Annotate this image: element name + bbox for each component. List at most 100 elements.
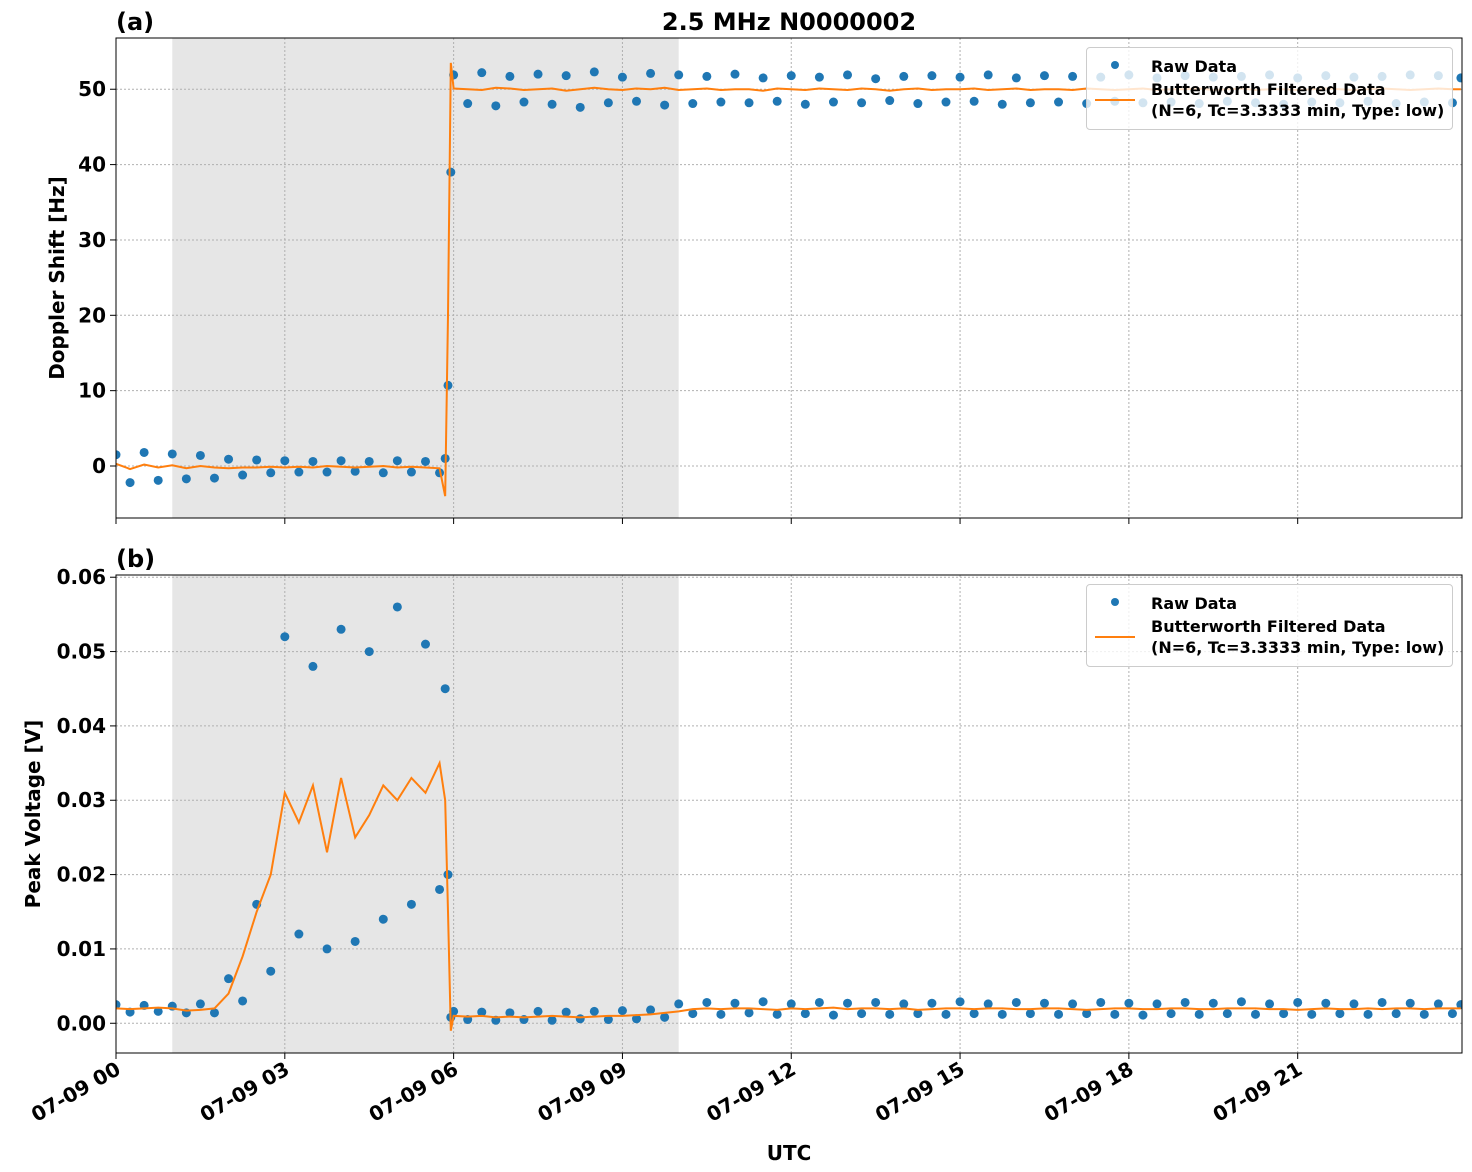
raw-point <box>336 456 346 466</box>
raw-point <box>420 456 430 466</box>
raw-point <box>266 966 276 976</box>
raw-point <box>758 73 768 83</box>
legend-label: Butterworth Filtered Data (N=6, Tc=3.333… <box>1151 617 1445 657</box>
raw-point <box>772 96 782 106</box>
raw-point <box>603 1015 613 1025</box>
raw-point <box>1166 1009 1176 1019</box>
legend-entry: Butterworth Filtered Data (N=6, Tc=3.333… <box>1095 79 1444 121</box>
raw-point <box>1011 997 1021 1007</box>
raw-point <box>1124 998 1134 1008</box>
raw-point <box>1349 999 1359 1009</box>
raw-point <box>1236 997 1246 1007</box>
raw-point <box>224 974 234 984</box>
raw-point <box>1307 1009 1317 1019</box>
raw-point <box>800 1009 810 1019</box>
raw-point <box>1110 1009 1120 1019</box>
y-tick-label: 10 <box>78 379 106 403</box>
raw-point <box>1456 1000 1462 1010</box>
raw-point <box>885 1009 895 1019</box>
raw-point <box>899 71 909 81</box>
raw-point <box>1025 1009 1035 1019</box>
raw-point <box>1011 73 1021 83</box>
raw-point <box>688 1009 698 1019</box>
legend-handle <box>1095 593 1135 611</box>
raw-point <box>209 1008 219 1018</box>
raw-point <box>308 456 318 466</box>
raw-point <box>322 467 332 477</box>
y-tick-label: 0.02 <box>57 863 106 887</box>
raw-point <box>561 1007 571 1017</box>
raw-point <box>786 71 796 81</box>
raw-point <box>533 1006 543 1016</box>
shaded-span <box>172 575 679 1053</box>
raw-point <box>1419 1009 1429 1019</box>
filtered-line <box>116 759 1461 1031</box>
y-axis-label: Peak Voltage [V] <box>21 720 45 909</box>
raw-point <box>1194 1009 1204 1019</box>
raw-point <box>420 639 430 649</box>
raw-point <box>392 602 402 612</box>
plot-area <box>116 602 1462 1031</box>
raw-point <box>843 998 853 1008</box>
raw-point <box>280 632 290 642</box>
legend-label: Butterworth Filtered Data (N=6, Tc=3.333… <box>1151 80 1445 120</box>
raw-point <box>252 455 262 465</box>
y-tick-label: 0.01 <box>57 937 106 961</box>
raw-point <box>443 380 453 390</box>
raw-point <box>322 944 332 954</box>
raw-point <box>575 1014 585 1024</box>
raw-point <box>660 100 670 110</box>
y-tick-label: 30 <box>78 228 106 252</box>
x-tick-label: 07-09 09 <box>533 1057 631 1127</box>
raw-point <box>294 929 304 939</box>
raw-point <box>1279 1009 1289 1019</box>
raw-point <box>674 70 684 80</box>
y-tick-label: 0.06 <box>57 565 106 589</box>
raw-point <box>125 478 135 488</box>
raw-point <box>167 449 177 459</box>
raw-point <box>730 998 740 1008</box>
raw-point <box>646 1005 656 1015</box>
raw-point <box>702 71 712 81</box>
raw-point <box>758 997 768 1007</box>
raw-point <box>1293 997 1303 1007</box>
raw-point <box>1152 999 1162 1009</box>
x-tick-label: 07-09 15 <box>871 1057 969 1127</box>
raw-point <box>1335 1009 1345 1019</box>
legend: Raw Data Butterworth Filtered Data (N=6, … <box>1086 584 1454 667</box>
raw-point <box>350 466 360 476</box>
x-tick-label: 07-09 03 <box>196 1057 294 1127</box>
raw-point <box>378 468 388 478</box>
y-tick-label: 0.05 <box>57 640 106 664</box>
raw-point <box>871 74 881 84</box>
raw-point <box>238 996 248 1006</box>
x-tick-label: 07-09 12 <box>702 1057 800 1127</box>
y-tick-label: 40 <box>78 153 106 177</box>
raw-point <box>857 1009 867 1019</box>
raw-point <box>1321 998 1331 1008</box>
raw-point <box>153 475 163 485</box>
y-tick-label: 0.04 <box>57 714 106 738</box>
raw-point <box>406 899 416 909</box>
y-tick-label: 0.00 <box>57 1011 106 1035</box>
raw-point <box>505 1008 515 1018</box>
raw-point <box>1138 1010 1148 1020</box>
raw-point <box>139 447 149 457</box>
x-tick-label: 07-09 21 <box>1209 1057 1307 1127</box>
raw-point <box>1363 1009 1373 1019</box>
raw-point <box>519 97 529 107</box>
raw-point <box>435 884 445 894</box>
raw-point <box>941 97 951 107</box>
raw-point <box>828 97 838 107</box>
raw-point <box>1265 999 1275 1009</box>
raw-point <box>927 71 937 81</box>
raw-point <box>336 624 346 634</box>
raw-point <box>1456 73 1462 83</box>
raw-point <box>617 1006 627 1016</box>
raw-point <box>561 71 571 81</box>
raw-point <box>1433 999 1443 1009</box>
raw-point <box>378 914 388 924</box>
x-axis-label: UTC <box>767 1141 812 1165</box>
raw-point <box>857 98 867 108</box>
